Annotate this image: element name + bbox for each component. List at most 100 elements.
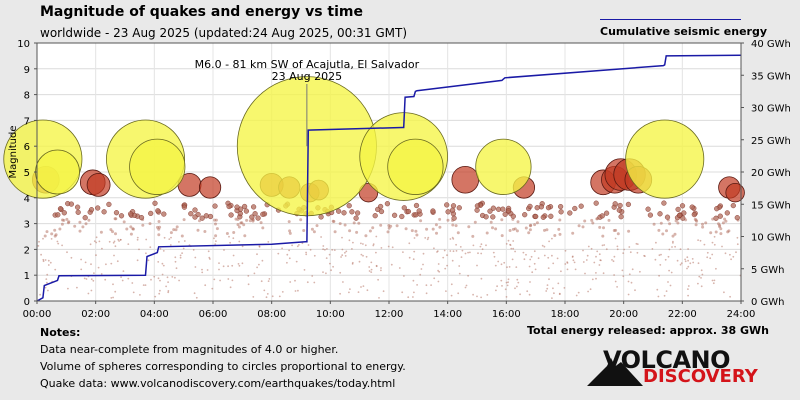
quake-dot <box>719 227 723 231</box>
quake-dot <box>510 247 513 250</box>
quake-dot <box>93 240 96 243</box>
quake-dot <box>168 238 171 241</box>
quake-dot <box>687 294 689 297</box>
quake-dot <box>353 215 359 221</box>
quake-dot <box>256 266 258 269</box>
quake-dot <box>476 264 478 267</box>
quake-dot <box>201 271 204 274</box>
quake-dot <box>82 215 88 221</box>
quake-dot <box>88 207 95 213</box>
quake-dot <box>614 280 617 283</box>
quake-dot <box>627 280 630 283</box>
quake-dot <box>700 269 703 272</box>
quake-dot <box>148 222 152 226</box>
quake-dot <box>500 263 503 266</box>
quake-dot <box>236 223 240 227</box>
quake-dot <box>288 229 292 233</box>
quake-dot <box>413 237 416 239</box>
quake-dot <box>426 238 429 241</box>
quake-dot <box>556 257 559 260</box>
quake-dot <box>380 247 383 249</box>
quake-dot <box>505 296 508 298</box>
quake-dot <box>444 202 450 208</box>
quake-dot <box>709 257 712 260</box>
quake-dot <box>701 273 704 276</box>
quake-dot <box>528 228 532 232</box>
quake-dot <box>113 240 116 243</box>
quake-dot <box>537 257 540 260</box>
quake-dot <box>667 255 670 258</box>
quake-dot <box>229 241 232 244</box>
quake-dot <box>309 248 312 251</box>
quake-bubble-large <box>475 138 532 195</box>
quake-dot <box>729 295 731 298</box>
quake-dot <box>83 277 86 280</box>
quake-dot <box>480 296 482 299</box>
quake-dot <box>84 222 88 226</box>
quake-dot <box>122 270 125 272</box>
quake-dot <box>552 262 555 265</box>
quake-dot <box>222 265 225 268</box>
quake-dot <box>113 210 120 216</box>
quake-dot <box>505 243 508 245</box>
quake-dot <box>534 205 540 211</box>
quake-dot <box>514 287 516 290</box>
quake-dot <box>490 205 497 211</box>
quake-dot <box>679 263 682 266</box>
quake-dot <box>511 258 514 261</box>
quake-dot <box>386 230 390 234</box>
quake-dot <box>106 201 112 208</box>
quake-dot <box>689 262 692 265</box>
quake-dot <box>81 225 85 229</box>
quake-dot <box>680 215 686 221</box>
quake-dot <box>331 249 334 251</box>
quake-dot <box>136 238 139 241</box>
quake-dot <box>652 222 656 226</box>
quake-dot <box>711 241 714 244</box>
quake-dot <box>39 293 41 296</box>
quake-dot <box>294 290 297 292</box>
quake-dot <box>734 215 740 221</box>
quake-dot <box>351 263 354 265</box>
y-tick-label: 0 <box>24 297 30 308</box>
quake-dot <box>227 278 230 280</box>
quake-dot <box>631 268 634 271</box>
quake-dot <box>138 248 140 251</box>
axes: 0 1 2 3 4 5 6 7 8 9 10 0 GWh 5 GWh 10 GWh 15 GWh 20 GWh… <box>8 39 791 320</box>
quake-dot <box>625 201 632 208</box>
quake-dot <box>357 221 361 225</box>
quake-dot <box>108 240 111 243</box>
quake-dot <box>214 222 217 226</box>
quake-dot <box>360 286 362 288</box>
quake-dot <box>577 291 580 294</box>
quake-dot <box>444 267 447 270</box>
quake-dot <box>545 205 552 211</box>
quake-dot <box>527 231 531 235</box>
quake-dot <box>378 297 380 299</box>
quake-dot <box>113 254 115 257</box>
quake-dot <box>723 291 725 294</box>
chart-subtitle: worldwide - 23 Aug 2025 (updated:24 Aug … <box>40 26 408 40</box>
quake-dot <box>527 203 533 210</box>
quake-dot <box>46 281 48 284</box>
quake-dot <box>730 258 732 261</box>
quake-dot <box>162 264 165 267</box>
quake-dot <box>670 271 673 274</box>
quake-dot <box>127 243 130 246</box>
quake-dot <box>578 203 584 209</box>
y-tick-label: 6 <box>24 142 30 153</box>
quake-dot <box>45 278 48 280</box>
quake-dot <box>80 268 83 271</box>
quake-dot <box>591 278 594 281</box>
quake-bubble-large <box>387 138 444 195</box>
quake-dot <box>419 273 422 276</box>
quake-dot <box>415 233 419 237</box>
quake-dot <box>110 297 113 299</box>
quake-dot <box>528 293 531 296</box>
quake-dot <box>119 238 122 241</box>
quake-dot <box>237 263 240 265</box>
quake-dot <box>600 259 602 262</box>
quake-dot <box>332 265 334 268</box>
quake-dot <box>333 230 337 234</box>
